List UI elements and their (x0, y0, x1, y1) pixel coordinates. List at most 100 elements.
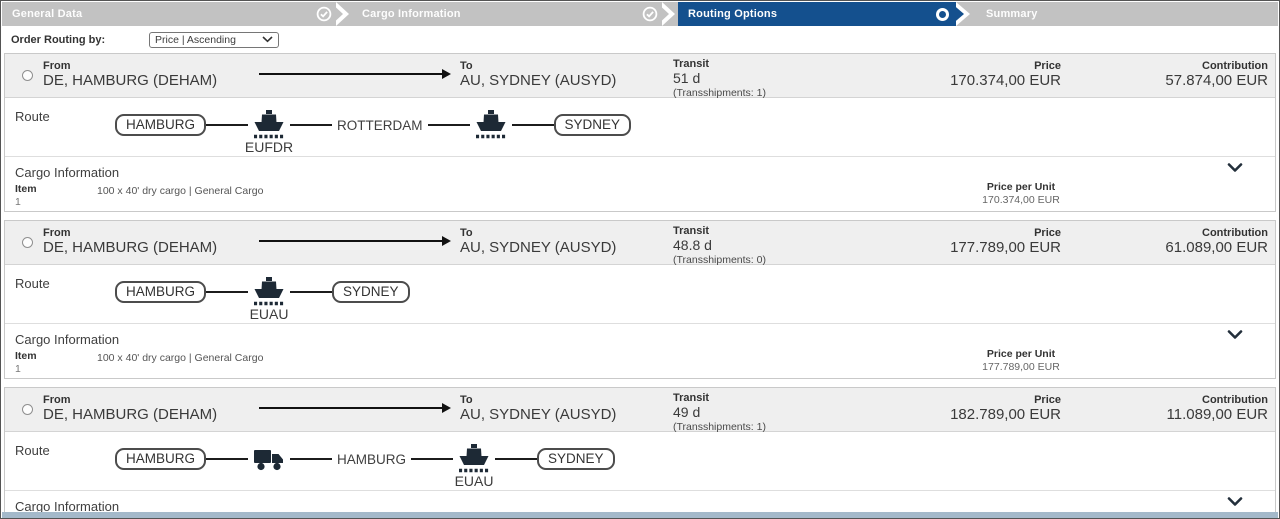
price-block: Price 182.789,00 EUR (950, 394, 1061, 423)
cargo-section: Cargo Information Item 1 100 x 40' dry c… (5, 156, 1275, 211)
order-routing-label: Order Routing by: (11, 33, 106, 46)
vessel-name: EUAU (454, 473, 494, 489)
price-per-unit-label: Price per Unit (986, 348, 1056, 360)
from-label: From (43, 394, 71, 406)
route-direction-arrow-icon (259, 69, 451, 79)
cargo-information-label: Cargo Information (15, 332, 120, 347)
vessel-name: EUAU (249, 306, 289, 322)
transit-block: Transit 51 d (Transshipments: 1) (673, 58, 766, 99)
to-label: To (460, 227, 473, 239)
step-label: General Data (12, 8, 83, 20)
chevron-right-icon (336, 2, 352, 26)
truck-icon (248, 447, 290, 472)
check-circle-icon (642, 6, 658, 22)
step-summary[interactable]: Summary (974, 2, 1278, 26)
step-cargo-information[interactable]: Cargo Information (352, 2, 678, 26)
step-routing-options[interactable]: Routing Options (678, 2, 956, 26)
transit-label: Transit (673, 58, 710, 70)
step-label: Summary (986, 8, 1038, 20)
item-block: Item 1 (15, 350, 37, 375)
route-connector-line (290, 291, 333, 293)
route-port-box: HAMBURG (115, 281, 207, 303)
price-label: Price (1034, 394, 1061, 406)
ship-icon: EUAU (453, 444, 495, 489)
price-per-unit-value: 170.374,00 EUR (982, 194, 1060, 206)
route-row: Route HAMBURG HAMBURG EUAU SYDNEY (5, 432, 1275, 490)
price-per-unit-block: Price per Unit 177.789,00 EUR (931, 348, 1111, 374)
route-connector-line (511, 124, 554, 126)
route-row: Route HAMBURG EUFDR ROTTERDAM SYDNEY (5, 98, 1275, 156)
price-value: 182.789,00 EUR (950, 406, 1061, 423)
chevron-right-icon (950, 2, 974, 26)
route-track: HAMBURG EUAU SYDNEY (115, 276, 410, 322)
transit-block: Transit 49 d (Transshipments: 1) (673, 392, 766, 433)
check-circle-icon (316, 6, 332, 22)
from-block: From DE, HAMBURG (DEHAM) (43, 394, 217, 423)
cargo-information-label: Cargo Information (15, 499, 120, 514)
route-direction-arrow-icon (259, 236, 451, 246)
select-route-radio[interactable] (22, 237, 33, 248)
contribution-value: 11.089,00 EUR (1166, 406, 1268, 423)
item-number: 1 (15, 363, 21, 375)
to-block: To AU, SYDNEY (AUSYD) (460, 60, 616, 89)
route-port-box: SYDNEY (332, 281, 410, 303)
ship-icon: EUAU (248, 277, 290, 322)
from-label: From (43, 227, 71, 239)
wizard-stepper: General Data Cargo Information Routing O… (2, 2, 1278, 26)
chevron-down-icon[interactable] (1227, 327, 1243, 345)
transshipments-value: (Transshipments: 0) (673, 254, 766, 266)
select-route-radio[interactable] (22, 70, 33, 81)
price-value: 177.789,00 EUR (950, 239, 1061, 256)
select-route-radio[interactable] (22, 404, 33, 415)
transit-value: 49 d (673, 404, 701, 420)
cargo-description: 100 x 40' dry cargo | General Cargo (97, 185, 264, 197)
route-row: Route HAMBURG EUAU SYDNEY (5, 265, 1275, 323)
item-number: 1 (15, 196, 21, 208)
chevron-down-icon (262, 34, 273, 46)
price-label: Price (1034, 60, 1061, 72)
routing-option-card: From DE, HAMBURG (DEHAM) To AU, SYDNEY (… (4, 220, 1276, 379)
circle-outline-icon (936, 7, 949, 21)
route-connector-line (290, 124, 333, 126)
route-port-box: SYDNEY (537, 448, 615, 470)
route-connector-line (206, 458, 249, 460)
item-block: Item 1 (15, 183, 37, 208)
item-label: Item (15, 183, 37, 195)
contribution-block: Contribution 61.089,00 EUR (1165, 227, 1268, 256)
route-connector-line (411, 458, 454, 460)
routing-option-header: From DE, HAMBURG (DEHAM) To AU, SYDNEY (… (5, 388, 1275, 433)
route-label: Route (15, 109, 50, 124)
route-track: HAMBURG HAMBURG EUAU SYDNEY (115, 443, 615, 489)
transit-block: Transit 48.8 d (Transshipments: 0) (673, 225, 766, 266)
from-block: From DE, HAMBURG (DEHAM) (43, 227, 217, 256)
route-port-text: ROTTERDAM (337, 117, 423, 133)
chevron-right-icon (662, 2, 678, 26)
from-value: DE, HAMBURG (DEHAM) (43, 72, 218, 89)
chevron-down-icon[interactable] (1227, 160, 1243, 178)
price-label: Price (1034, 227, 1061, 239)
contribution-value: 57.874,00 EUR (1165, 72, 1268, 89)
step-general-data[interactable]: General Data (2, 2, 352, 26)
transshipments-value: (Transshipments: 1) (673, 421, 766, 433)
route-label: Route (15, 276, 50, 291)
to-value: AU, SYDNEY (AUSYD) (460, 406, 617, 423)
contribution-label: Contribution (1202, 394, 1268, 406)
transit-label: Transit (673, 392, 710, 404)
to-value: AU, SYDNEY (AUSYD) (460, 72, 617, 89)
routing-option-header: From DE, HAMBURG (DEHAM) To AU, SYDNEY (… (5, 221, 1275, 266)
chevron-down-icon[interactable] (1227, 494, 1243, 512)
to-block: To AU, SYDNEY (AUSYD) (460, 227, 616, 256)
cargo-section: Cargo Information (5, 490, 1275, 518)
to-value: AU, SYDNEY (AUSYD) (460, 239, 617, 256)
order-routing-select[interactable]: Price | Ascending (149, 31, 279, 48)
bottom-scrollbar[interactable] (2, 512, 1278, 518)
step-label: Cargo Information (362, 8, 461, 20)
routing-options-list: From DE, HAMBURG (DEHAM) To AU, SYDNEY (… (1, 53, 1279, 518)
price-per-unit-block: Price per Unit 170.374,00 EUR (931, 181, 1111, 207)
routing-option-card: From DE, HAMBURG (DEHAM) To AU, SYDNEY (… (4, 387, 1276, 518)
contribution-label: Contribution (1202, 60, 1268, 72)
ship-icon: EUFDR (245, 110, 293, 155)
to-label: To (460, 60, 473, 72)
route-connector-line (427, 124, 470, 126)
route-port-text: HAMBURG (337, 451, 407, 467)
